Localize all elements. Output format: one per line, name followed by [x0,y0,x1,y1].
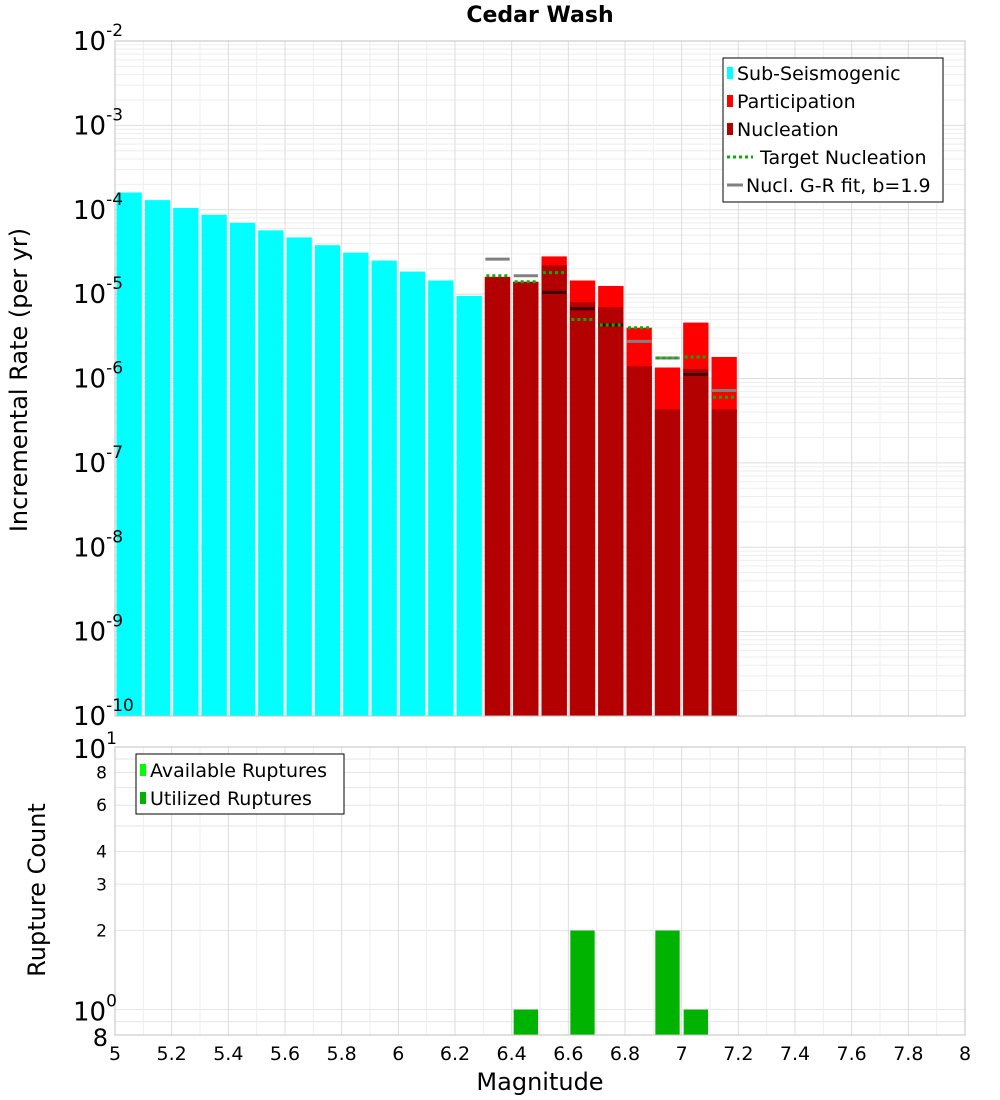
x-tick-7-4: 7.4 [780,1043,810,1065]
rupture-y-tick-0-8: 8 [93,1024,108,1052]
rate-legend-box [722,57,944,203]
bar-nucleation-6-65 [569,302,596,716]
legend-label-gr-fit: Nucl. G-R fit, b=1.9 [746,175,931,197]
x-tick-7-6: 7.6 [837,1043,867,1065]
bar-sub-seismogenic-6-15 [428,280,454,716]
rupture-y-axis-label: Rupture Count [23,803,51,977]
rupture-plot-frame [114,746,966,1036]
x-tick-5-6: 5.6 [270,1043,300,1065]
bar-sub-seismogenic-5-95 [371,260,397,716]
magnitude-x-ticks: 5 5.2 5.4 5.6 5.8 6 6.2 6.4 6.6 6.8 7 7.2 7.4 7.6 7.8 8 [109,1043,971,1065]
bar-sub-seismogenic-5-15 [144,200,171,716]
rupture-y-tick-10-0: 100 [73,992,117,1028]
x-tick-5-4: 5.4 [213,1043,243,1065]
bar-utilized-ruptures-6-65 [570,930,595,1035]
rupture-y-tick-3: 3 [96,875,107,895]
bar-utilized-ruptures-6-95 [655,930,680,1035]
legend-swatch-participation [727,95,733,107]
legend-label-utilized-ruptures: Utilized Ruptures [150,788,312,810]
legend-swatch-utilized-ruptures [140,792,146,804]
rate-y-tick-4: 10-4 [73,190,123,226]
rate-plot-frame [114,40,966,717]
rupture-legend: Available Ruptures Utilized Ruptures [135,753,345,815]
bar-sub-seismogenic-5-65 [286,237,312,716]
x-tick-6-2: 6.2 [440,1043,470,1065]
rate-y-axis-label: Incremental Rate (per yr) [5,228,33,532]
bar-sub-seismogenic-6-25 [456,296,482,716]
x-tick-8: 8 [959,1043,971,1065]
rupture-y-tick-8: 8 [96,763,107,783]
bar-sub-seismogenic-5-05 [116,192,142,717]
bar-sub-seismogenic-5-25 [173,207,199,716]
bar-nucleation-6-75 [598,307,624,716]
bar-sub-seismogenic-5-35 [201,214,227,716]
bar-sub-seismogenic-6-05 [399,271,426,716]
rate-y-tick-7: 10-7 [73,443,123,479]
bar-sub-seismogenic-5-75 [314,245,341,717]
x-tick-6: 6 [392,1043,404,1065]
bar-nucleation-6-55 [541,265,567,716]
rate-plot: 10-10 10-9 10-8 10-7 10-6 10-5 10-4 10-3 10-2 In… [5,21,966,732]
x-tick-7-2: 7.2 [723,1043,753,1065]
bar-nucleation-7-15 [711,409,737,716]
rate-y-tick-5: 10-5 [73,274,123,310]
rupture-y-tick-10-1: 101 [73,729,117,765]
x-tick-5: 5 [109,1043,121,1065]
bar-utilized-ruptures-7-05 [683,1009,708,1035]
x-axis-label: Magnitude [476,1068,603,1096]
x-tick-7-8: 7.8 [893,1043,923,1065]
x-tick-5-2: 5.2 [157,1043,187,1065]
rupture-y-tick-4: 4 [96,842,107,862]
bar-nucleation-6-85 [626,366,652,716]
rate-y-tick-10: 10-10 [73,696,134,732]
legend-label-available-ruptures: Available Ruptures [150,760,327,782]
bar-sub-seismogenic-5-85 [343,252,369,716]
rate-y-tick-6: 10-6 [73,359,123,395]
bar-sub-seismogenic-5-55 [258,230,284,716]
chart-title: Cedar Wash [466,3,613,28]
x-tick-5-8: 5.8 [327,1043,357,1065]
rupture-y-tick-2: 2 [96,922,107,942]
rupture-bars [513,930,708,1035]
x-tick-6-6: 6.6 [553,1043,583,1065]
legend-label-nucleation: Nucleation [737,119,839,141]
rate-y-tick-9: 10-9 [73,612,123,648]
rate-y-tick-2: 10-2 [73,21,123,57]
bar-sub-seismogenic-5-45 [229,222,256,716]
legend-label-target-nucleation: Target Nucleation [759,147,927,169]
legend-swatch-nucleation [727,123,733,135]
bar-nucleation-6-45 [513,281,539,716]
rate-y-ticks: 10-10 10-9 10-8 10-7 10-6 10-5 10-4 10-3 10-2 [73,21,134,732]
x-tick-6-4: 6.4 [497,1043,527,1065]
rate-lines [485,257,737,399]
bar-utilized-ruptures-6-45 [513,1009,538,1035]
rate-legend: Sub-Seismogenic Participation Nucleation… [722,57,944,203]
legend-swatch-available-ruptures [140,764,146,776]
bar-nucleation-7-05 [683,368,709,716]
bar-nucleation-6-35 [484,276,511,716]
x-tick-7: 7 [676,1043,688,1065]
legend-swatch-sub-seismogenic [727,67,733,79]
legend-label-participation: Participation [737,91,856,113]
rate-y-tick-8: 10-8 [73,527,123,563]
rupture-y-tick-6: 6 [96,796,107,816]
rupture-legend-box [135,753,345,815]
rate-bars [116,192,737,717]
rate-y-tick-3: 10-3 [73,105,123,141]
bar-nucleation-6-95 [654,409,681,716]
legend-label-sub-seismogenic: Sub-Seismogenic [737,63,901,85]
x-tick-6-8: 6.8 [610,1043,640,1065]
